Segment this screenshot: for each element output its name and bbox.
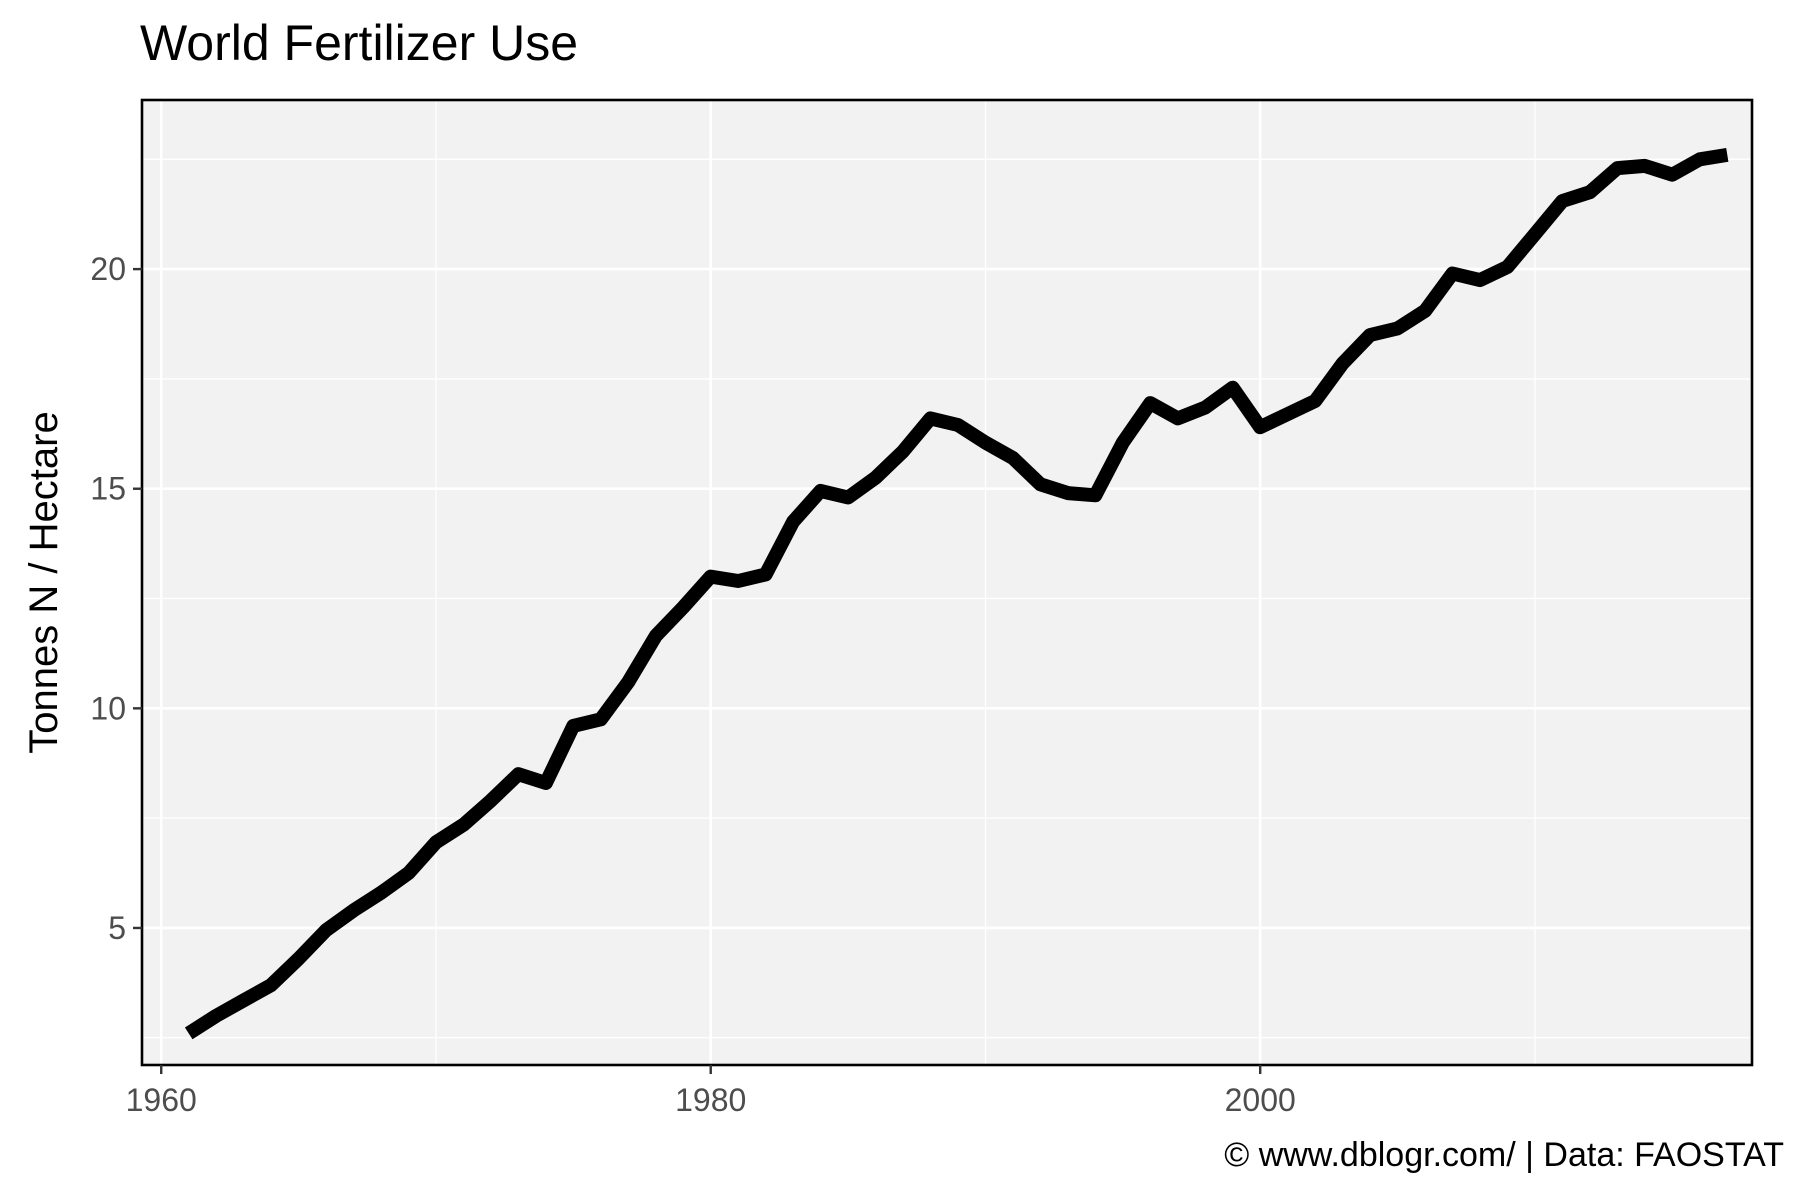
chart-title: World Fertilizer Use <box>140 15 579 71</box>
minor-gridlines <box>142 100 1752 1065</box>
y-tick-label: 5 <box>108 910 126 946</box>
x-tick-label: 2000 <box>1225 1082 1296 1118</box>
y-tick-label: 20 <box>90 251 126 287</box>
x-tick-label: 1980 <box>675 1082 746 1118</box>
plot-panel-border <box>140 98 1754 1067</box>
y-axis-title: Tonnes N / Hectare <box>22 411 66 753</box>
plot-panel <box>142 100 1752 1065</box>
y-axis: 5 10 15 20 <box>90 251 142 946</box>
y-tick-label: 10 <box>90 690 126 726</box>
series-line-fertilizer-use <box>184 147 1729 1040</box>
x-tick-label: 1960 <box>126 1082 197 1118</box>
x-axis: 1960 1980 2000 <box>126 1065 1296 1118</box>
caption: © www.dblogr.com/ | Data: FAOSTAT <box>1224 1136 1784 1174</box>
y-tick-label: 15 <box>90 471 126 507</box>
